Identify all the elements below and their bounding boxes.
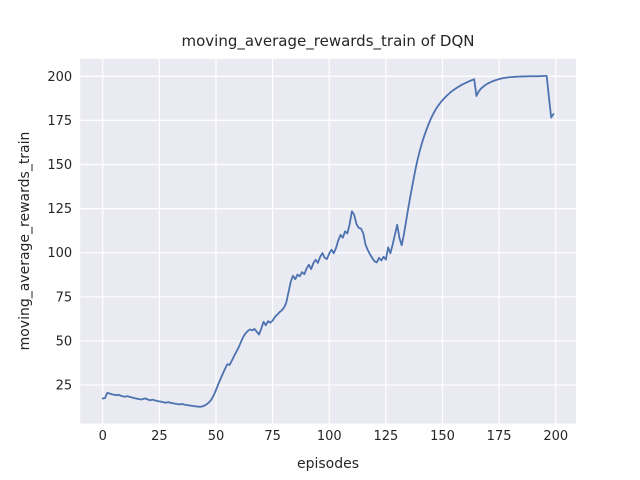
y-axis-label: moving_average_rewards_train [17, 131, 33, 351]
x-tick-label: 75 [264, 429, 281, 444]
x-tick-label: 0 [99, 429, 107, 444]
plot-area [80, 58, 576, 424]
y-tick-label: 100 [47, 246, 72, 261]
y-tick-label: 75 [56, 290, 73, 305]
chart-title: moving_average_rewards_train of DQN [181, 32, 475, 50]
x-tick-label: 25 [151, 429, 168, 444]
y-tick-label: 50 [56, 334, 73, 349]
x-axis-label: episodes [296, 456, 360, 472]
x-tick-label: 175 [487, 429, 512, 444]
reward-curve-line [101, 75, 555, 408]
y-tick-label: 175 [47, 114, 72, 129]
y-tick-label: 25 [56, 379, 73, 394]
y-tick-label: 200 [47, 70, 72, 85]
x-tick-label: 200 [543, 429, 568, 444]
y-tick-label: 150 [47, 158, 72, 173]
y-tick-label: 125 [47, 202, 72, 217]
x-tick-label: 125 [373, 429, 398, 444]
x-tick-label: 150 [430, 429, 455, 444]
x-tick-label: 100 [317, 429, 342, 444]
x-tick-label: 50 [208, 429, 225, 444]
